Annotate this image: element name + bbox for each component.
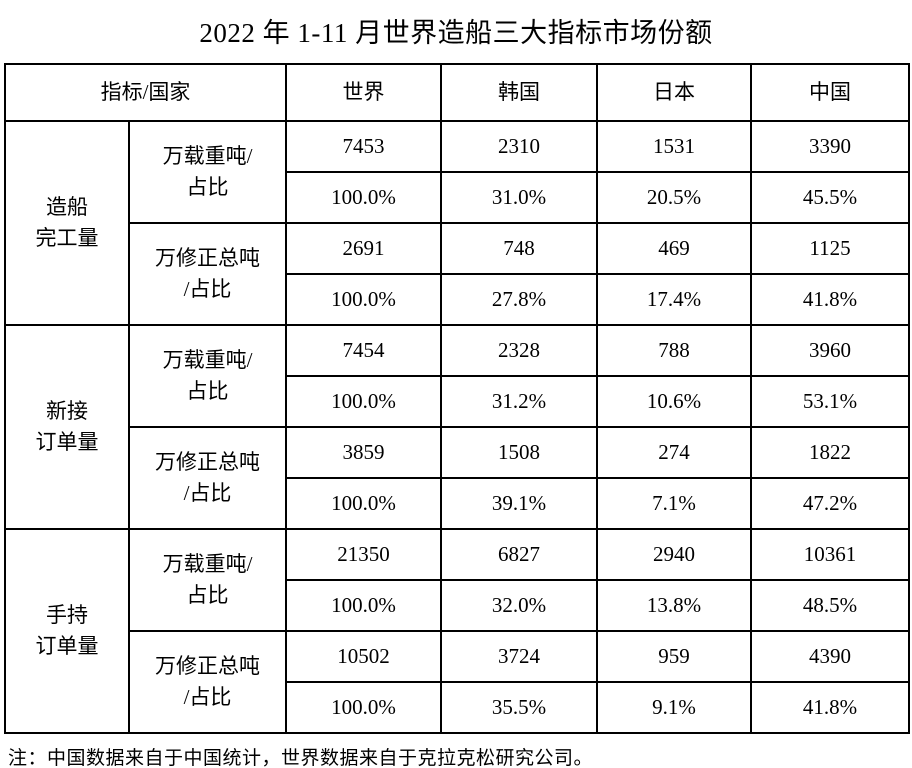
share-cell: 100.0%	[285, 171, 442, 224]
share-cell: 100.0%	[285, 579, 442, 632]
table-row: 100.0% 35.5% 9.1% 41.8%	[5, 681, 910, 734]
group-cell-new-orders: 新接 订单量	[4, 324, 130, 530]
table-row: 万修正总吨 /占比 3859 1508 274 1822	[5, 426, 910, 530]
table-row: 造船 完工量 万载重吨/ 占比 7453 2310 1531 3390	[4, 120, 910, 326]
market-share-table: 指标/国家 世界 韩国 日本 中国 造船 完工量 万载重吨/ 占比 7453 2…	[4, 63, 910, 734]
value-cell: 2310	[440, 120, 598, 173]
share-cell: 100.0%	[285, 681, 442, 734]
share-cell: 32.0%	[440, 579, 598, 632]
share-cell: 100.0%	[285, 273, 442, 326]
group-cell-order-backlog: 手持 订单量	[4, 528, 130, 734]
header-cell-world: 世界	[285, 63, 442, 122]
value-cell: 10361	[750, 528, 910, 581]
share-cell: 31.2%	[440, 375, 598, 428]
share-cell: 48.5%	[750, 579, 910, 632]
value-cell: 2940	[596, 528, 752, 581]
table-row: 100.0% 31.2% 10.6% 53.1%	[5, 375, 910, 428]
value-cell: 788	[596, 324, 752, 377]
share-cell: 27.8%	[440, 273, 598, 326]
header-cell-china: 中国	[750, 63, 910, 122]
value-cell: 748	[440, 222, 598, 275]
table-row: 手持 订单量 万载重吨/ 占比 21350 6827 2940 10361	[4, 528, 910, 734]
share-cell: 9.1%	[596, 681, 752, 734]
share-cell: 35.5%	[440, 681, 598, 734]
share-cell: 100.0%	[285, 375, 442, 428]
share-cell: 7.1%	[596, 477, 752, 530]
share-cell: 41.8%	[750, 273, 910, 326]
metric-label-cell: 万修正总吨 /占比	[128, 630, 287, 734]
table-row: 万修正总吨 /占比 10502 3724 959 4390	[5, 630, 910, 734]
value-cell: 3390	[750, 120, 910, 173]
value-cell: 2328	[440, 324, 598, 377]
share-cell: 47.2%	[750, 477, 910, 530]
table-row: 100.0% 27.8% 17.4% 41.8%	[5, 273, 910, 326]
table-row: 万修正总吨 /占比 2691 748 469 1125	[5, 222, 910, 326]
share-cell: 45.5%	[750, 171, 910, 224]
metric-label-cell: 万修正总吨 /占比	[128, 426, 287, 530]
share-cell: 13.8%	[596, 579, 752, 632]
table-row: 新接 订单量 万载重吨/ 占比 7454 2328 788 3960	[4, 324, 910, 530]
share-cell: 53.1%	[750, 375, 910, 428]
header-cell-korea: 韩国	[440, 63, 598, 122]
value-cell: 1822	[750, 426, 910, 479]
value-cell: 3724	[440, 630, 598, 683]
value-cell: 959	[596, 630, 752, 683]
value-cell: 274	[596, 426, 752, 479]
share-cell: 17.4%	[596, 273, 752, 326]
value-cell: 3960	[750, 324, 910, 377]
value-cell: 10502	[285, 630, 442, 683]
value-cell: 3859	[285, 426, 442, 479]
table-row: 100.0% 39.1% 7.1% 47.2%	[5, 477, 910, 530]
table-row: 100.0% 32.0% 13.8% 48.5%	[5, 579, 910, 632]
value-cell: 7454	[285, 324, 442, 377]
metric-label-cell: 万载重吨/ 占比	[128, 120, 287, 224]
value-cell: 4390	[750, 630, 910, 683]
share-cell: 39.1%	[440, 477, 598, 530]
table-header-row: 指标/国家 世界 韩国 日本 中国	[4, 63, 910, 122]
value-cell: 1508	[440, 426, 598, 479]
value-cell: 7453	[285, 120, 442, 173]
value-cell: 469	[596, 222, 752, 275]
value-cell: 6827	[440, 528, 598, 581]
share-cell: 20.5%	[596, 171, 752, 224]
value-cell: 21350	[285, 528, 442, 581]
value-cell: 1531	[596, 120, 752, 173]
metric-label-cell: 万载重吨/ 占比	[128, 324, 287, 428]
share-cell: 41.8%	[750, 681, 910, 734]
share-cell: 100.0%	[285, 477, 442, 530]
header-cell-japan: 日本	[596, 63, 752, 122]
metric-label-cell: 万载重吨/ 占比	[128, 528, 287, 632]
share-cell: 10.6%	[596, 375, 752, 428]
corner-header-cell: 指标/国家	[4, 63, 287, 122]
group-cell-completions: 造船 完工量	[4, 120, 130, 326]
source-footnote: 注：中国数据来自于中国统计，世界数据来自于克拉克松研究公司。	[8, 748, 594, 768]
metric-label-cell: 万修正总吨 /占比	[128, 222, 287, 326]
table-row: 100.0% 31.0% 20.5% 45.5%	[5, 171, 910, 224]
value-cell: 1125	[750, 222, 910, 275]
page-title: 2022 年 1-11 月世界造船三大指标市场份额	[199, 18, 713, 48]
value-cell: 2691	[285, 222, 442, 275]
share-cell: 31.0%	[440, 171, 598, 224]
